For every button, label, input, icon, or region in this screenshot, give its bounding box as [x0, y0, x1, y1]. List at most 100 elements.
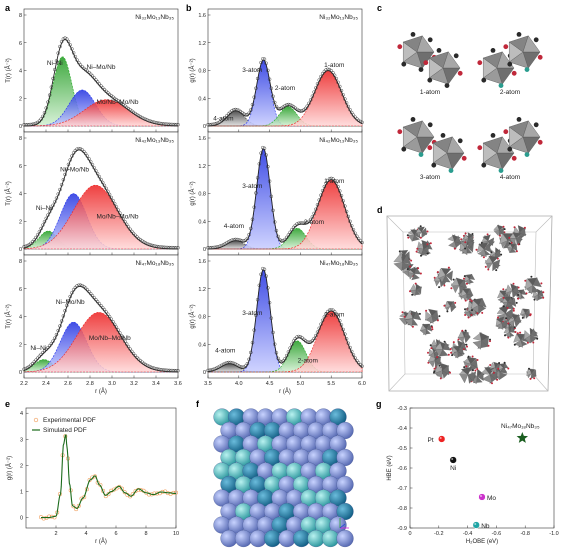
atom-sphere — [447, 353, 450, 356]
experimental-point — [339, 194, 344, 198]
atom-sphere — [426, 243, 429, 246]
experimental-point — [112, 322, 117, 327]
atom-sphere — [525, 292, 528, 295]
experimental-point — [82, 149, 86, 154]
experimental-point — [46, 345, 50, 350]
atom-sphere — [433, 370, 436, 373]
y-tick-label: 8 — [19, 136, 22, 142]
data-point-label: Ni — [450, 465, 456, 472]
atom-sphere — [465, 365, 468, 368]
experimental-point — [22, 245, 26, 249]
y-tick-label: 2 — [19, 219, 22, 225]
experimental-point — [77, 146, 81, 151]
experimental-pdf-point — [174, 490, 179, 495]
polyhedron-face — [489, 362, 496, 370]
atom-sphere — [511, 70, 517, 76]
experimental-point — [252, 95, 256, 99]
experimental-point — [324, 181, 328, 185]
experimental-point — [133, 111, 137, 116]
experimental-point — [278, 359, 282, 364]
experimental-point — [111, 198, 115, 203]
cluster-polyhedron — [493, 224, 506, 237]
experimental-point — [269, 316, 274, 320]
experimental-point — [279, 106, 284, 110]
experimental-point — [172, 122, 177, 127]
atom-sphere — [429, 344, 432, 347]
experimental-point — [279, 360, 284, 364]
y-tick-label: 4 — [19, 69, 22, 75]
experimental-point — [249, 226, 253, 231]
experimental-point — [343, 332, 347, 336]
experimental-point — [225, 361, 229, 365]
atom-sphere — [406, 268, 409, 271]
experimental-point — [255, 298, 260, 302]
atom-sphere — [495, 269, 498, 272]
atom-sphere — [528, 367, 530, 370]
experimental-point — [247, 357, 251, 362]
experimental-point — [300, 221, 304, 225]
experimental-point — [114, 325, 119, 329]
atom-sphere — [486, 233, 489, 236]
cluster-polyhedron — [443, 300, 457, 313]
experimental-point — [169, 122, 173, 127]
component-label: 1-atom — [324, 178, 344, 185]
polyhedron-face — [421, 227, 427, 236]
component-label: 3-atom — [242, 310, 262, 317]
polyhedron-face — [446, 136, 465, 154]
experimental-point — [324, 68, 328, 72]
y-tick-label: 0.4 — [198, 96, 206, 102]
data-point-pt — [438, 435, 446, 443]
y-axis-label: T(r) (Å⁻²) — [5, 181, 12, 206]
component-label: Ni–Mo/Nb — [60, 166, 89, 173]
experimental-point — [226, 240, 231, 244]
experimental-point — [317, 326, 321, 330]
experimental-point — [257, 162, 262, 166]
polyhedron-face — [530, 328, 539, 337]
experimental-point — [267, 179, 272, 183]
panel-c-cluster-motifs: 1-atom 2-atom 3-atom 4-atom — [397, 32, 543, 181]
polyhedron-face — [505, 284, 513, 294]
experimental-point — [37, 354, 42, 359]
x-axis-label: r (Å) — [95, 388, 107, 395]
experimental-point — [39, 226, 43, 231]
experimental-point — [99, 84, 103, 88]
experimental-point — [164, 245, 168, 250]
experimental-point — [209, 368, 214, 372]
atom-sphere — [462, 348, 465, 351]
experimental-point — [100, 180, 105, 185]
experimental-point — [61, 37, 66, 41]
atom-sphere — [476, 312, 479, 315]
experimental-point — [89, 72, 93, 76]
experimental-point — [308, 98, 313, 102]
experimental-point — [22, 123, 26, 127]
experimental-point — [99, 177, 103, 182]
atom-sphere — [475, 248, 478, 251]
x-tick-label: 4 — [84, 531, 87, 537]
experimental-point — [338, 319, 342, 323]
experimental-point — [225, 241, 229, 245]
polyhedron-face — [450, 300, 457, 308]
data-point-label: Mo — [487, 495, 496, 502]
experimental-point — [231, 361, 236, 366]
experimental-point — [279, 239, 284, 243]
atom-sphere — [537, 139, 543, 145]
experimental-point — [87, 290, 91, 294]
experimental-point — [254, 86, 258, 90]
total-fit-line — [23, 38, 179, 127]
experimental-point — [284, 353, 289, 358]
atom-sphere — [537, 54, 543, 60]
x-tick-label: 6.0 — [358, 381, 366, 387]
experimental-point — [351, 228, 356, 232]
experimental-point — [118, 331, 122, 335]
experimental-point — [250, 341, 255, 345]
experimental-point — [336, 185, 340, 189]
cluster-polyhedron — [475, 242, 493, 259]
subplot-b-1: Ni₃₂Mo₁₃Nb₃₅ 4-atom 3-atom 2-atom 1-atom 0 0.4… — [189, 8, 364, 133]
experimental-point — [303, 339, 308, 343]
cluster-polyhedron — [419, 323, 434, 336]
component-1-atom — [208, 310, 363, 373]
experimental-point — [49, 341, 54, 346]
experimental-point — [269, 86, 274, 91]
atom-sphere — [446, 310, 449, 313]
